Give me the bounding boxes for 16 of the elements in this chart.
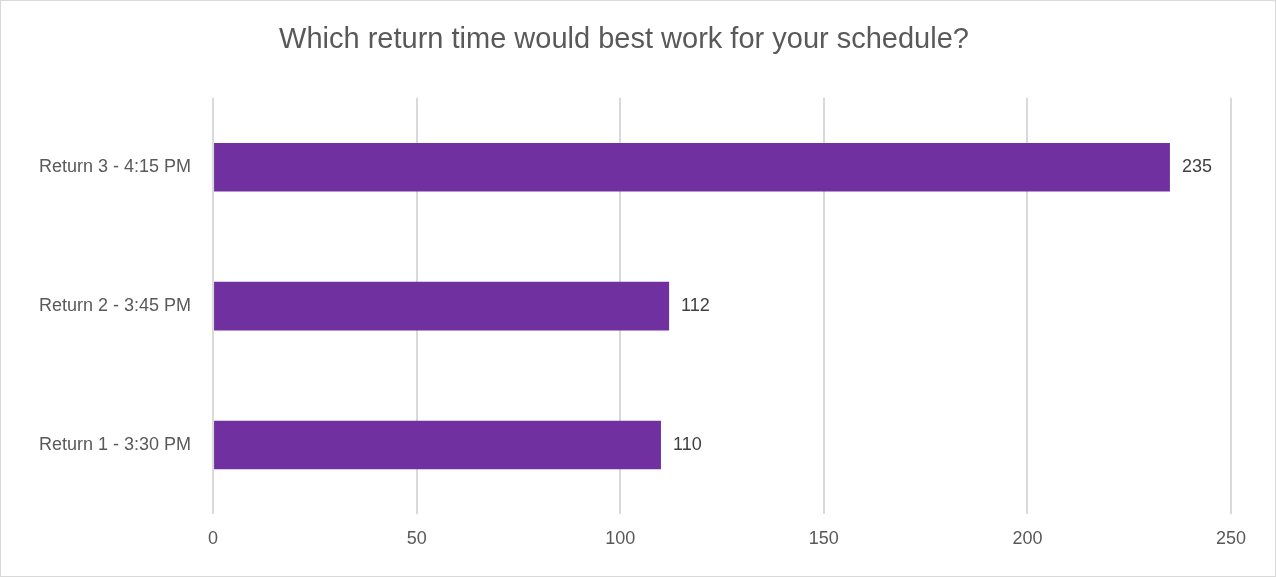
x-tick-label: 150	[808, 528, 839, 549]
x-tick-label: 200	[1012, 528, 1043, 549]
bar	[214, 142, 1170, 192]
bar	[214, 420, 661, 470]
bar	[214, 281, 670, 331]
x-tick-label: 0	[208, 528, 219, 549]
chart-title: Which return time would best work for your schedule?	[279, 22, 969, 55]
x-tick-label: 100	[605, 528, 636, 549]
x-tick-label: 250	[1215, 528, 1247, 549]
y-tick-label: Return 1 - 3:30 PM	[38, 433, 192, 454]
y-tick-label: Return 2 - 3:45 PM	[38, 295, 192, 316]
data-label: 235	[1181, 156, 1212, 177]
data-label: 110	[672, 433, 702, 454]
data-label: 112	[681, 295, 710, 316]
x-tick-label: 50	[406, 528, 427, 549]
y-tick-label: Return 3 - 4:15 PM	[38, 156, 192, 177]
